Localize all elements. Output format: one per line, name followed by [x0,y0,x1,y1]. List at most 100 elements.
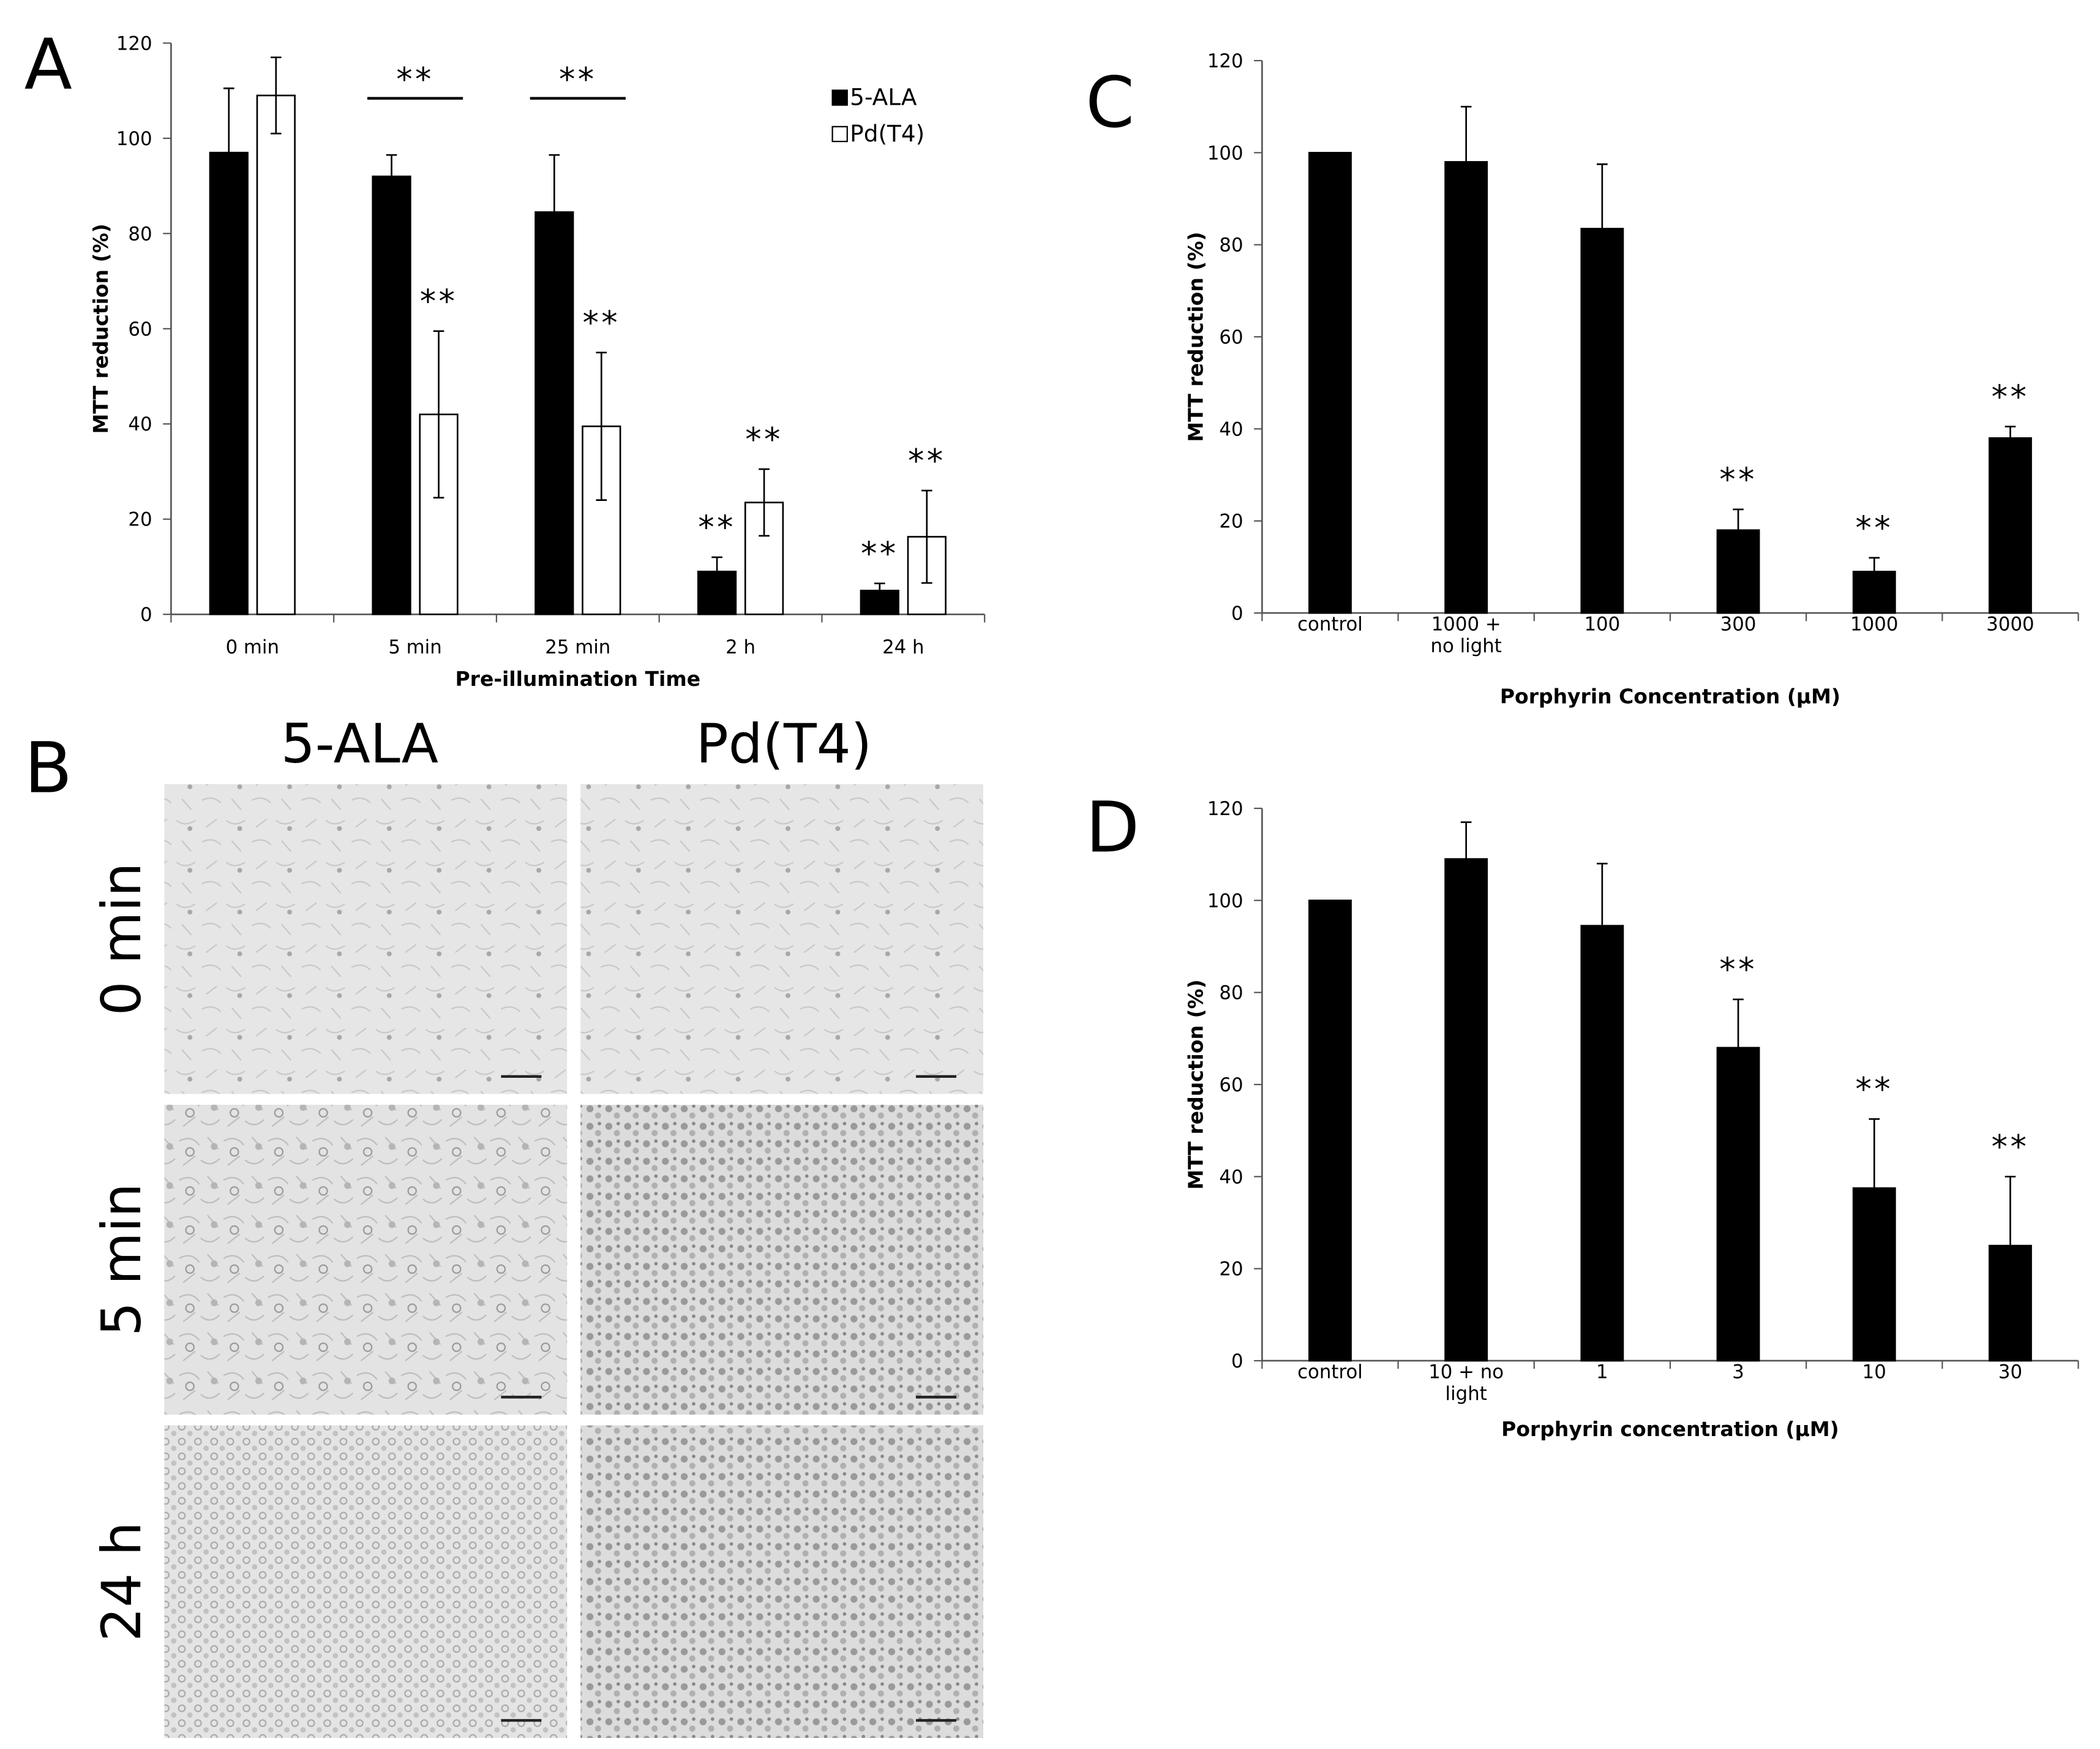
error-bar [386,154,397,199]
y-tick-label: 0 [1231,1350,1243,1372]
bar [1308,899,1352,1362]
panel-b: B 5-ALA Pd(T4) 0 min 5 min 24 h [24,712,983,1738]
y-tick-label: 100 [1207,890,1243,912]
error-bar [1869,557,1880,587]
error-bar [1460,821,1472,897]
y-tick-label: 100 [116,128,152,150]
error-bar [549,154,560,270]
x-tick-label-box: 1000 + no light [1430,614,1501,657]
error-bar [1460,105,1472,218]
x-tick-label: 10 + no light [1428,1362,1504,1405]
significance-label: ** [1855,1071,1893,1108]
x-tick-label: 1000 [1850,614,1899,636]
x-tick-label: 2 h [726,636,756,658]
error-bar [711,556,722,587]
bar [1580,925,1624,1362]
y-tick-label: 60 [128,318,152,340]
micrograph [164,1104,568,1415]
y-tick-label: 80 [1219,235,1243,257]
significance-label: ** [1719,951,1757,988]
error-bar [874,582,885,599]
legend-label: 5-ALA [850,84,917,111]
x-tick-label: 1 [1596,1362,1608,1384]
bar [534,211,574,615]
significance-label: ** [582,304,620,342]
x-tick-label: control [1297,1362,1363,1384]
x-tick-label-box: control [1297,1362,1363,1384]
x-tick-label-box: 300 [1720,614,1757,636]
x-tick-label-box: 30 [1998,1362,2023,1384]
bar [1444,858,1488,1362]
x-tick-label: 30 [1998,1362,2023,1384]
x-tick-label-box: 1000 [1850,614,1899,636]
x-tick-label-box: 10 [1862,1362,1886,1384]
y-tick-label: 40 [128,413,152,435]
x-tick-label-box: 100 [1584,614,1620,636]
error-bar [433,330,444,499]
error-bar [270,56,282,135]
significance-label: ** [1992,378,2030,416]
panel-label: D [1086,786,1139,868]
bar [1716,1047,1760,1362]
x-tick-label-box: 3 [1732,1362,1744,1383]
legend-swatch [831,126,848,143]
error-bar [1733,508,1744,552]
y-axis-title: MTT reduction (%) [89,224,113,434]
significance-label: ** [1855,510,1893,547]
x-tick-label-box: 10 + no light [1428,1362,1504,1405]
y-tick-label: 120 [116,32,152,55]
significance-label: ** [698,509,736,546]
x-tick-label-box: 3000 [1986,614,2034,636]
bar [372,175,411,615]
row-label: 24 h [90,1522,153,1642]
x-axis-title: Porphyrin concentration (µM) [1501,1417,1839,1441]
x-tick-label: 25 min [545,636,610,658]
y-tick-label: 80 [128,223,152,245]
bar [1989,437,2032,614]
x-tick-label-box: 1 [1596,1362,1608,1384]
column-label: 5-ALA [281,712,438,775]
error-bar [596,352,607,501]
x-tick-label-box: control [1297,614,1363,636]
error-bar [2004,426,2016,451]
error-bar [921,489,932,584]
significance-label: ** [1992,1129,2030,1166]
significance-label: ** [1719,461,1757,498]
y-tick-label: 100 [1207,142,1243,164]
y-tick-label: 20 [1219,1258,1243,1281]
error-bar [1597,163,1608,294]
x-axis-title: Porphyrin Concentration (µM) [1500,684,1840,708]
x-tick-label: 0 min [226,636,279,658]
bar [1444,161,1488,614]
panel-label: A [24,24,72,105]
significance-label: ** [559,61,597,98]
column-label: Pd(T4) [696,712,872,775]
micrograph [580,1104,983,1415]
error-bar [2004,1175,2016,1316]
bar [1308,152,1352,614]
panel-label: C [1086,62,1134,143]
x-tick-label: 3000 [1986,614,2034,636]
y-tick-label: 60 [1219,326,1243,348]
error-bar [1733,998,1744,1097]
y-axis-title: MTT reduction (%) [1184,979,1208,1189]
bar [209,151,249,615]
y-tick-label: 20 [128,509,152,531]
y-tick-label: 40 [1219,418,1243,440]
bar [256,94,296,615]
x-tick-label: 10 [1862,1362,1886,1384]
x-tick-label: 24 h [882,636,924,658]
x-axis-title: Pre-illumination Time [456,667,701,691]
y-tick-label: 40 [1219,1166,1243,1188]
row-label: 5 min [90,1183,153,1336]
y-tick-label: 20 [1219,511,1243,533]
panel-label: B [24,728,72,809]
legend-swatch [831,89,848,106]
significance-label: ** [420,283,458,320]
error-bar [759,468,770,537]
legend-label: Pd(T4) [850,120,924,147]
y-tick-label: 120 [1207,798,1243,820]
x-tick-label: control [1297,614,1363,636]
